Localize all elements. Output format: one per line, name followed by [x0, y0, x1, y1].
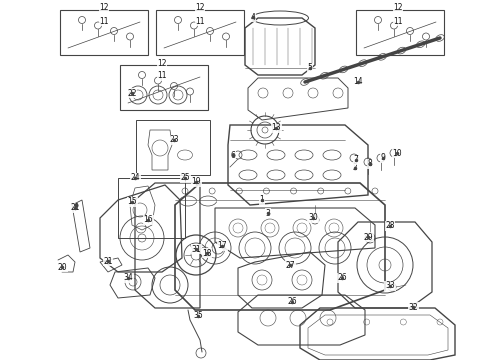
Text: 15: 15	[127, 198, 137, 207]
Text: 12: 12	[393, 4, 403, 13]
Text: 10: 10	[392, 148, 402, 158]
Text: 19: 19	[191, 177, 201, 186]
Text: 11: 11	[393, 17, 403, 26]
Text: 2: 2	[353, 163, 357, 172]
Bar	[356, 10, 444, 55]
Text: 5: 5	[308, 63, 313, 72]
Text: 8: 8	[368, 159, 372, 168]
Bar	[118, 178, 185, 238]
Text: 11: 11	[157, 72, 167, 81]
Text: 1: 1	[260, 195, 265, 204]
Text: 11: 11	[195, 17, 205, 26]
Text: 6: 6	[231, 150, 235, 159]
Text: 17: 17	[217, 242, 227, 251]
Text: 33: 33	[385, 282, 395, 291]
Text: 7: 7	[354, 156, 359, 165]
Text: 26: 26	[287, 297, 297, 306]
Text: 21: 21	[103, 256, 113, 266]
Text: 24: 24	[130, 174, 140, 183]
Text: 23: 23	[169, 135, 179, 144]
Text: 26: 26	[337, 274, 347, 283]
Text: 12: 12	[195, 4, 205, 13]
Text: 11: 11	[99, 17, 109, 26]
Bar	[120, 65, 208, 110]
Bar	[136, 120, 210, 175]
Text: 20: 20	[57, 262, 67, 271]
Text: 27: 27	[285, 261, 295, 270]
Text: 22: 22	[127, 89, 137, 98]
Text: 12: 12	[157, 58, 167, 68]
Text: 16: 16	[143, 216, 153, 225]
Text: 25: 25	[180, 174, 190, 183]
Text: 3: 3	[266, 208, 270, 217]
Text: 35: 35	[193, 311, 203, 320]
Text: 18: 18	[202, 248, 212, 257]
Text: 13: 13	[271, 123, 281, 132]
Text: 9: 9	[381, 153, 386, 162]
Text: 28: 28	[385, 221, 395, 230]
Text: 4: 4	[250, 13, 255, 22]
Text: 12: 12	[99, 4, 109, 13]
Text: 30: 30	[308, 213, 318, 222]
Text: 21: 21	[70, 203, 80, 212]
Text: 29: 29	[363, 233, 373, 242]
Text: 32: 32	[408, 302, 418, 311]
Text: 31: 31	[191, 244, 201, 253]
Text: 34: 34	[123, 274, 133, 283]
Bar	[156, 10, 244, 55]
Text: 14: 14	[353, 77, 363, 86]
Bar	[60, 10, 148, 55]
